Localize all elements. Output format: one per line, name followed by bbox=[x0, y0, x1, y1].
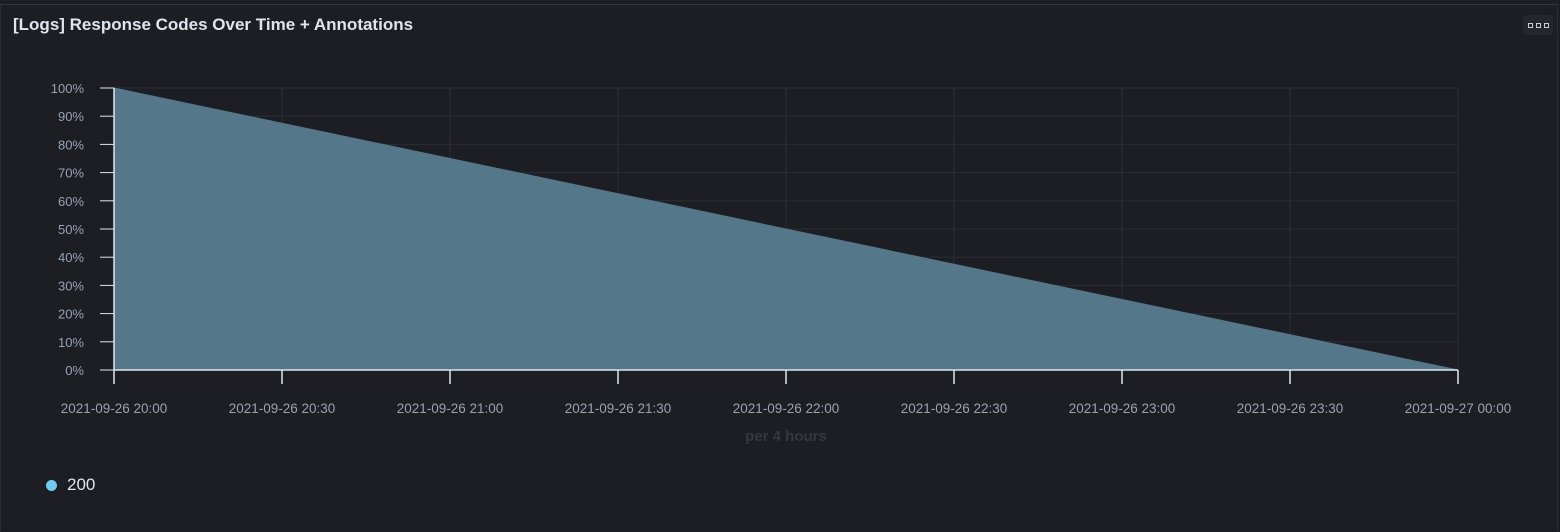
y-tick-label: 90% bbox=[58, 109, 84, 124]
x-tick-label: 2021-09-26 21:30 bbox=[565, 401, 672, 416]
y-tick-label: 10% bbox=[58, 335, 84, 350]
panel-options-button[interactable] bbox=[1523, 15, 1553, 35]
ellipsis-boxes-icon bbox=[1535, 22, 1541, 28]
x-tick-label: 2021-09-26 23:00 bbox=[1069, 401, 1176, 416]
y-tick-label: 50% bbox=[58, 222, 84, 237]
x-tick-label: 2021-09-27 00:00 bbox=[1405, 401, 1512, 416]
y-tick-label: 40% bbox=[58, 250, 84, 265]
y-tick-label: 100% bbox=[51, 81, 85, 96]
y-tick-label: 0% bbox=[65, 363, 84, 378]
y-tick-label: 60% bbox=[58, 194, 84, 209]
y-tick-label: 30% bbox=[58, 278, 84, 293]
x-axis-label: per 4 hours bbox=[745, 428, 827, 445]
x-tick-label: 2021-09-26 20:00 bbox=[61, 401, 168, 416]
x-tick-label: 2021-09-26 20:30 bbox=[229, 401, 336, 416]
ellipsis-boxes-icon bbox=[1543, 22, 1549, 28]
y-tick-label: 80% bbox=[58, 137, 84, 152]
legend-label: 200 bbox=[67, 475, 96, 494]
x-tick-label: 2021-09-26 23:30 bbox=[1237, 401, 1344, 416]
legend-color-dot bbox=[46, 479, 57, 491]
y-tick-label: 20% bbox=[58, 307, 84, 322]
ellipsis-boxes-icon bbox=[1527, 22, 1533, 28]
y-axis-ticks: 0% 10% 20% 30% 40% 50% 60% 70% 80% 90% 100% bbox=[51, 81, 114, 378]
y-tick-label: 70% bbox=[58, 166, 84, 181]
x-tick-label: 2021-09-26 21:00 bbox=[397, 401, 504, 416]
x-tick-label: 2021-09-26 22:30 bbox=[901, 401, 1008, 416]
x-axis-ticks: 2021-09-26 20:00 2021-09-26 20:30 2021-09-… bbox=[61, 370, 1512, 416]
x-tick-label: 2021-09-26 22:00 bbox=[733, 401, 840, 416]
legend-item-200[interactable]: 200 bbox=[46, 475, 95, 495]
panel-title: [Logs] Response Codes Over Time + Annota… bbox=[13, 15, 414, 34]
